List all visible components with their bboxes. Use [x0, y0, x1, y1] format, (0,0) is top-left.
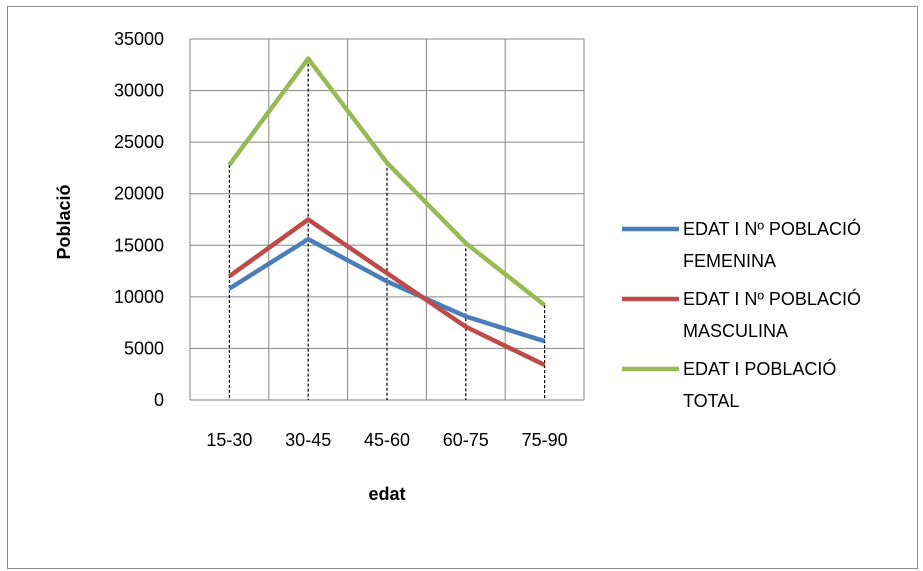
y-axis-title: Població	[54, 184, 74, 259]
y-tick-label: 30000	[114, 81, 164, 101]
x-tick-label: 45-60	[364, 430, 410, 450]
x-tick-label: 15-30	[206, 430, 252, 450]
chart-frame	[7, 6, 918, 569]
legend-label: TOTAL	[683, 391, 739, 411]
y-tick-labels: 0 5000 10000 15000 20000 25000 30000 35000	[114, 29, 164, 410]
legend-label: EDAT I POBLACIÓ	[683, 358, 836, 379]
drop-lines	[228, 58, 546, 400]
x-tick-label: 30-45	[285, 430, 331, 450]
x-tick-label: 60-75	[443, 430, 489, 450]
legend-label: FEMENINA	[683, 251, 776, 271]
series-line-2	[228, 217, 546, 367]
x-axis-title: edat	[368, 484, 405, 504]
gridlines	[189, 38, 585, 401]
legend-label: EDAT I Nº POBLACIÓ	[683, 288, 861, 309]
legend-label: MASCULINA	[683, 321, 788, 341]
x-tick-labels: 15-30 30-45 45-60 60-75 75-90	[206, 430, 567, 450]
y-tick-label: 20000	[114, 184, 164, 204]
y-tick-label: 5000	[124, 338, 164, 358]
y-tick-label: 35000	[114, 29, 164, 49]
series-line-1	[228, 236, 546, 344]
legend: EDAT I Nº POBLACIÓ FEMENINA EDAT I Nº POBL…	[622, 218, 861, 411]
y-tick-label: 15000	[114, 235, 164, 255]
x-tick-label: 75-90	[522, 430, 568, 450]
y-tick-label: 10000	[114, 287, 164, 307]
y-tick-label: 25000	[114, 132, 164, 152]
y-tick-label: 0	[154, 390, 164, 410]
series-lines	[227, 56, 546, 367]
legend-label: EDAT I Nº POBLACIÓ	[683, 218, 861, 239]
series-line-3	[227, 56, 546, 307]
